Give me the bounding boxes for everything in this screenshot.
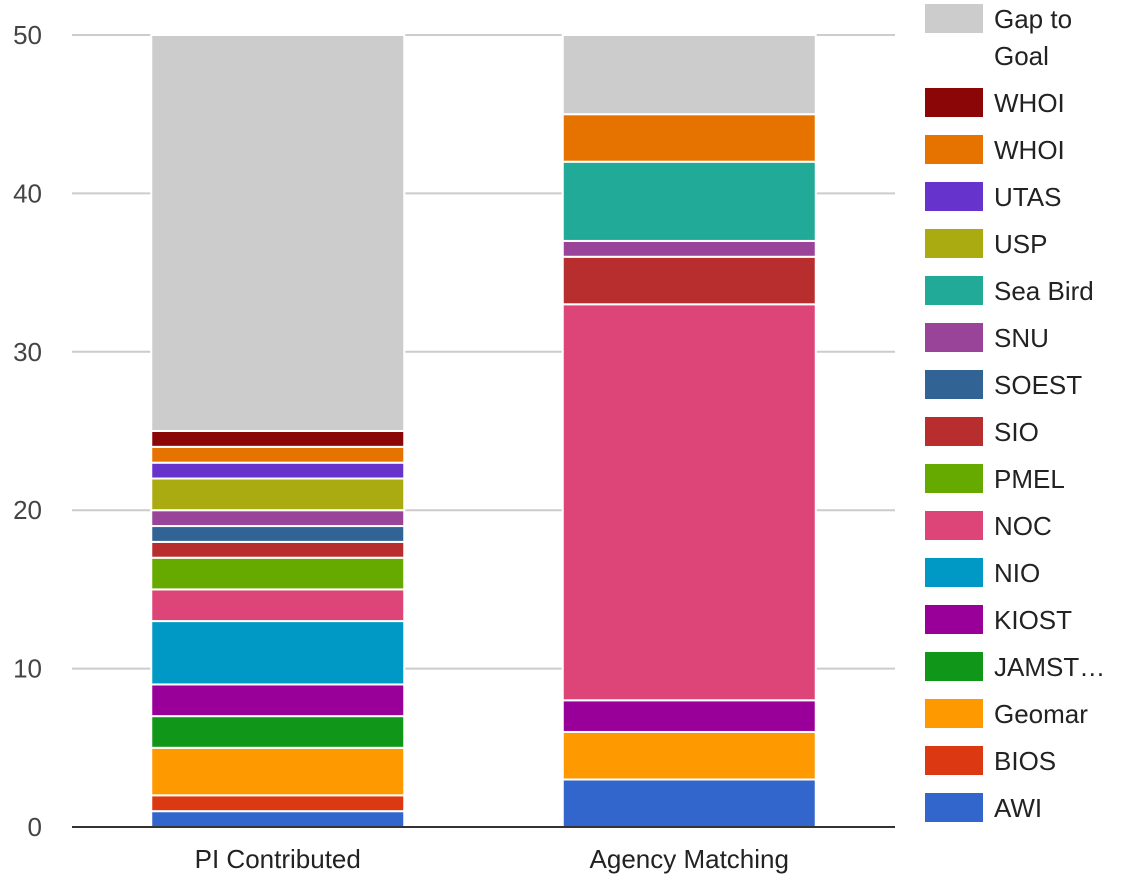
y-tick-label-20: 20 [13,495,42,525]
legend-label-5: Sea Bird [994,276,1094,306]
legend-item-12: KIOST [925,605,1072,635]
legend-item-7: SOEST [925,370,1082,400]
legend-item-0: Gap to Goal [925,4,1072,71]
legend-item-2: WHOI [925,135,1065,165]
legend-label-9: PMEL [994,464,1065,494]
legend-item-11: NIO [925,558,1040,588]
legend-label-6: SNU [994,323,1049,353]
bar-segment-0-3 [150,715,406,749]
legend-item-6: SNU [925,323,1049,353]
legend-label-11: NIO [994,558,1040,588]
bar-segment-0-14 [150,445,406,464]
legend-label-13: JAMST… [994,652,1105,682]
y-tick-label-50: 50 [13,20,42,50]
legend-label-4: USP [994,229,1047,259]
legend-item-1: WHOI [925,88,1065,118]
legend-item-9: PMEL [925,464,1065,494]
bar-segment-1-2 [561,730,817,781]
bar-segment-1-0 [561,778,817,828]
bar-segment-0-12 [150,477,406,512]
legend-label-3: UTAS [994,182,1061,212]
legend-swatch-15 [925,746,983,775]
legend-label-10: NOC [994,511,1052,541]
legend-item-15: BIOS [925,746,1056,776]
legend-item-4: USP [925,229,1047,259]
bar-segment-0-0 [150,810,406,828]
bar-segment-1-4 [561,699,817,733]
legend-label-0-0: Gap to [994,4,1072,34]
legend-item-3: UTAS [925,182,1061,212]
y-tick-label-40: 40 [13,178,42,208]
bar-segment-1-11 [561,160,817,242]
bar-stack-0 [150,34,406,828]
legend-item-10: NOC [925,511,1052,541]
y-tick-label-0: 0 [28,812,42,842]
bar-stack-1 [561,34,817,828]
bar-segment-0-13 [150,461,406,480]
bar-segment-0-2 [150,746,406,797]
x-category-label-1: Agency Matching [590,844,789,874]
legend-swatch-3 [925,182,983,211]
legend-swatch-0 [925,4,983,33]
legend-swatch-12 [925,605,983,634]
legend-item-5: Sea Bird [925,276,1094,306]
legend-swatch-11 [925,558,983,587]
legend-swatch-10 [925,511,983,540]
legend-swatch-1 [925,88,983,117]
bar-segment-0-6 [150,588,406,623]
bar-segment-0-5 [150,620,406,686]
bars [150,34,817,828]
x-axis-category-labels: PI Contributed Agency Matching [195,844,789,874]
bar-segment-0-10 [150,509,406,528]
y-axis-tick-labels: 0 10 20 30 40 50 [13,20,42,842]
bar-segment-1-10 [561,239,817,258]
bar-segment-0-1 [150,794,406,813]
legend-swatch-16 [925,793,983,822]
legend-swatch-9 [925,464,983,493]
legend-swatch-13 [925,652,983,681]
legend-swatch-14 [925,699,983,728]
bar-segment-0-16 [150,34,406,432]
bar-segment-0-4 [150,683,406,718]
legend-label-15: BIOS [994,746,1056,776]
legend-label-0-1: Goal [994,41,1049,71]
legend-label-1: WHOI [994,88,1065,118]
legend-item-13: JAMST… [925,652,1105,682]
legend-swatch-2 [925,135,983,164]
bar-segment-0-15 [150,430,406,448]
bar-segment-1-14 [561,113,817,163]
bar-segment-1-8 [561,255,817,306]
legend-label-16: AWI [994,793,1042,823]
legend-swatch-8 [925,417,983,446]
bar-segment-1-16 [561,34,817,116]
legend-swatch-7 [925,370,983,399]
legend: Gap to Goal WHOI WHOI UTAS USP Sea Bird SNU SOES… [925,4,1105,823]
legend-label-8: SIO [994,417,1039,447]
bar-segment-0-9 [150,525,406,543]
legend-label-7: SOEST [994,370,1082,400]
legend-label-14: Geomar [994,699,1088,729]
bar-segment-1-6 [561,303,817,702]
legend-label-2: WHOI [994,135,1065,165]
y-tick-label-10: 10 [13,654,42,684]
legend-swatch-4 [925,229,983,258]
legend-item-16: AWI [925,793,1042,823]
bar-segment-0-8 [150,540,406,559]
legend-swatch-6 [925,323,983,352]
x-category-label-0: PI Contributed [195,844,361,874]
legend-swatch-5 [925,276,983,305]
legend-label-12: KIOST [994,605,1072,635]
legend-item-8: SIO [925,417,1039,447]
legend-item-14: Geomar [925,699,1088,729]
y-tick-label-30: 30 [13,337,42,367]
bar-segment-0-7 [150,556,406,591]
